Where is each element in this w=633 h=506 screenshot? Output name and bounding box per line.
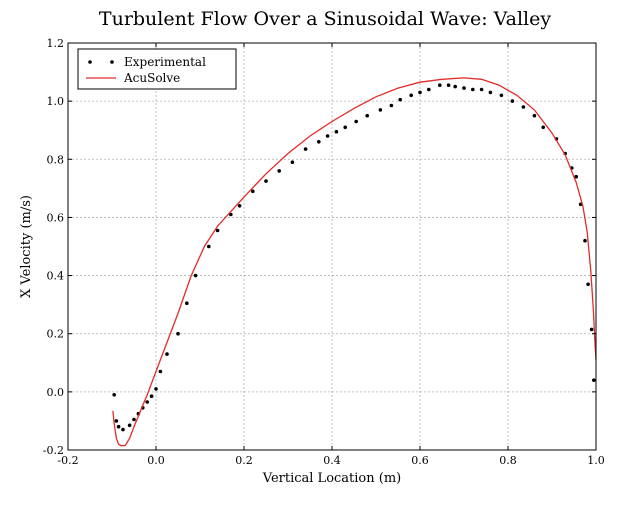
x-tick-label: 0.6 [411,454,429,467]
experimental-point [438,83,442,87]
experimental-point [389,103,394,108]
experimental-point [521,105,526,109]
x-tick-label: 0.2 [235,454,253,467]
experimental-point [251,189,255,194]
experimental-point [510,99,515,103]
y-tick-label: 0.0 [47,386,65,399]
experimental-point [158,369,163,374]
experimental-point [462,86,466,90]
experimental-point [185,301,189,306]
experimental-point [132,417,136,422]
experimental-point [303,147,308,151]
experimental-point [215,228,220,233]
experimental-point [277,169,282,173]
legend-box [77,48,237,90]
experimental-point [471,87,475,92]
experimental-point [127,423,132,428]
legend-dot-marker [110,60,114,64]
chart-title: Turbulent Flow Over a Sinusoidal Wave: V… [99,8,551,30]
experimental-point [418,90,422,95]
legend-label: AcuSolve [123,71,180,85]
experimental-point [165,352,169,356]
experimental-point [574,174,578,179]
experimental-point [145,400,149,404]
x-tick-label: 0.8 [499,454,517,467]
experimental-point [325,134,330,138]
experimental-point [114,419,119,423]
experimental-point [453,84,458,89]
y-tick-label: 0.4 [47,270,65,283]
experimental-point [229,212,233,217]
experimental-point [586,282,590,287]
grid-layer [67,42,597,451]
experimental-point [334,129,339,134]
experimental-point [354,119,359,124]
experimental-point [479,87,484,92]
y-tick-label: 0.6 [47,211,65,224]
experimental-point [237,204,242,208]
experimental-point [541,125,545,130]
y-tick-label: 0.2 [47,328,65,341]
y-tick-label: -0.2 [43,444,64,457]
experimental-point [264,179,268,183]
experimental-point [317,140,321,144]
experimental-point [589,327,594,332]
legend: Experimental AcuSolve [77,48,237,90]
experimental-point [365,113,370,118]
experimental-point [112,393,116,397]
experimental-point [488,90,493,95]
y-axis-label: X Velocity (m/s) [19,195,34,298]
acusolve-line [112,77,597,447]
experimental-point [532,113,537,118]
experimental-point [116,424,121,429]
series-layer [112,77,597,447]
experimental-point [193,273,198,278]
legend-label: Experimental [124,55,206,69]
experimental-point [409,93,414,98]
x-axis-label: Vertical Location (m) [262,471,401,486]
tick-layer: -0.2 0.0 0.2 0.4 0.6 0.8 1.0 -0.2 0.0 0.2 0.4 0.6 0.… [43,37,605,467]
experimental-point [398,97,403,102]
experimental-point [121,427,125,432]
legend-dot-marker [88,60,92,64]
experimental-point [427,87,431,92]
x-tick-label: -0.2 [57,454,78,467]
y-tick-label: 1.2 [47,37,65,50]
x-tick-label: 1.0 [587,454,605,467]
experimental-point [343,125,348,130]
x-tick-label: 0.4 [323,454,341,467]
x-tick-label: 0.0 [147,454,165,467]
y-tick-label: 0.8 [47,153,65,166]
experimental-point [583,238,587,243]
experimental-point [378,108,383,112]
experimental-point [290,160,295,164]
experimental-point [149,394,154,399]
experimental-point [154,387,158,391]
experimental-point [176,331,180,336]
experimental-point [592,378,596,383]
experimental-point [499,93,504,98]
experimental-point [446,83,451,87]
y-tick-label: 1.0 [47,95,65,108]
experimental-point [207,244,211,249]
